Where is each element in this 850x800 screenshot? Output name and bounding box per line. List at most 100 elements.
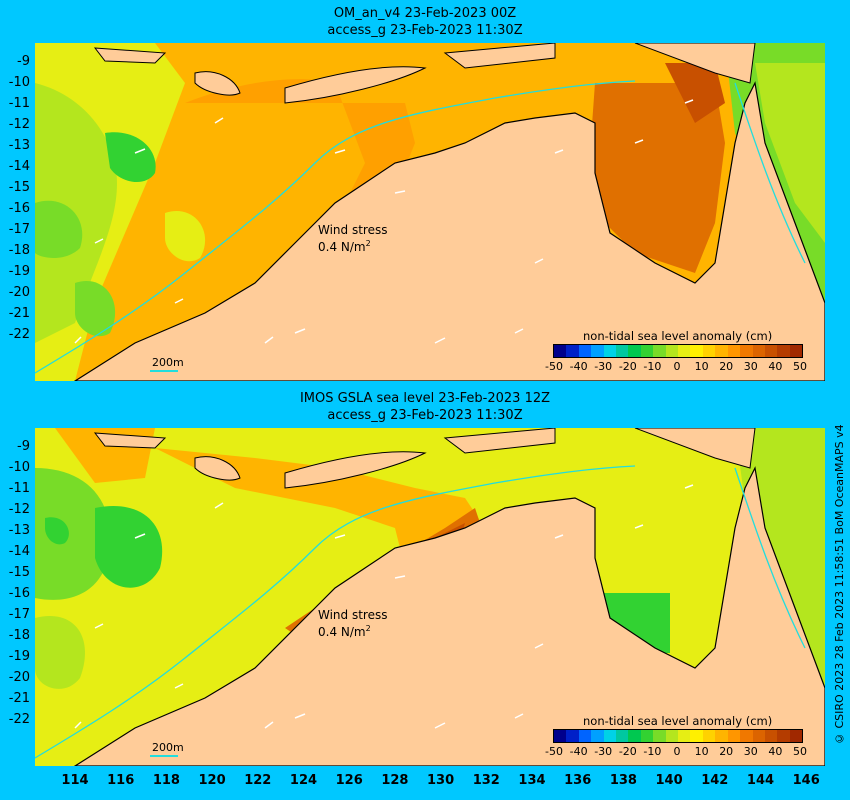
- colorbar-segment: [727, 345, 741, 357]
- longitude-label: 122: [244, 773, 272, 788]
- colorbar-tick-label: 0: [673, 745, 681, 758]
- colorbar-segment: [628, 730, 641, 742]
- colorbar-tick-label: 10: [694, 745, 709, 758]
- latitude-label: -17: [8, 222, 30, 237]
- longitude-label: 144: [746, 773, 775, 788]
- colorbar-tick-label: -20: [618, 360, 637, 373]
- latitude-label: -22: [8, 712, 30, 727]
- colorbar-segment: [690, 345, 703, 357]
- longitude-label: 146: [792, 773, 820, 788]
- colorbar-tick-label: -30: [594, 745, 613, 758]
- longitude-label: 120: [198, 773, 226, 788]
- wind-stress-value: 0.4 N/m2: [318, 239, 371, 254]
- map-canvas-observed: [35, 428, 825, 766]
- colorbar-segment: [616, 730, 629, 742]
- latitude-label: -15: [8, 565, 30, 580]
- colorbar-tick-label: -20: [618, 745, 637, 758]
- colorbar-segment: [740, 345, 753, 357]
- colorbar-tick-label: -40: [569, 360, 588, 373]
- latitude-label: -19: [8, 649, 30, 664]
- colorbar-segment: [603, 730, 617, 742]
- map-panel-observed: [35, 428, 825, 766]
- colorbar-segment: [554, 345, 567, 357]
- colorbar-tick-label: 0: [673, 360, 681, 373]
- panel2-colorbar: [553, 729, 803, 743]
- colorbar-tick-label: -10: [643, 745, 662, 758]
- colorbar-segment: [777, 730, 790, 742]
- colorbar-segment: [628, 345, 641, 357]
- panel1-title-line1: OM_an_v4 23-Feb-2023 00Z: [333, 6, 517, 21]
- colorbar-segment: [740, 730, 753, 742]
- longitude-label: 118: [152, 773, 180, 788]
- latitude-label: -18: [8, 628, 30, 643]
- longitude-label: 114: [61, 773, 89, 788]
- latitude-label: -20: [8, 285, 30, 300]
- panel2-scale-line: [150, 755, 178, 757]
- panel1-colorbar: [553, 344, 803, 358]
- colorbar-tick-label: 40: [768, 360, 783, 373]
- latitude-label: -18: [8, 243, 30, 258]
- map-canvas-model: [35, 43, 825, 381]
- colorbar-segment: [690, 730, 703, 742]
- panel2-colorbar-title: non-tidal sea level anomaly (cm): [583, 714, 773, 728]
- colorbar-tick-label: 40: [768, 745, 783, 758]
- longitude-label: 142: [701, 773, 729, 788]
- colorbar-tick-label: 30: [743, 745, 758, 758]
- latitude-label: -11: [8, 481, 30, 496]
- colorbar-segment: [789, 730, 803, 742]
- latitude-label: -17: [8, 607, 30, 622]
- colorbar-segment: [591, 730, 604, 742]
- longitude-label: 132: [472, 773, 500, 788]
- colorbar-segment: [702, 730, 716, 742]
- latitude-label: -13: [8, 138, 30, 153]
- latitude-label: -20: [8, 670, 30, 685]
- panel2-wind-stress-label: Wind stress 0.4 N/m2: [318, 608, 388, 639]
- colorbar-segment: [578, 730, 592, 742]
- latitude-label: -9: [17, 439, 30, 454]
- colorbar-tick-label: -30: [594, 360, 613, 373]
- colorbar-segment: [715, 730, 728, 742]
- colorbar-segment: [764, 345, 778, 357]
- panel1-scale-label: 200m: [152, 356, 184, 369]
- colorbar-segment: [640, 730, 654, 742]
- colorbar-segment: [764, 730, 778, 742]
- latitude-label: -12: [8, 117, 30, 132]
- latitude-label: -9: [17, 54, 30, 69]
- panel2-title-line1: IMOS GSLA sea level 23-Feb-2023 12Z: [299, 391, 551, 406]
- latitude-label: -19: [8, 264, 30, 279]
- colorbar-segment: [715, 345, 728, 357]
- colorbar-segment: [678, 730, 691, 742]
- colorbar-tick-label: -50: [545, 360, 563, 373]
- colorbar-segment: [566, 345, 579, 357]
- wind-stress-value: 0.4 N/m2: [318, 624, 371, 639]
- colorbar-segment: [752, 730, 765, 742]
- colorbar-tick-label: 20: [719, 745, 734, 758]
- latitude-label: -14: [8, 159, 30, 174]
- colorbar-segment: [591, 345, 604, 357]
- wind-stress-text: Wind stress: [318, 223, 388, 237]
- panel1-colorbar-ticks: -50 -40 -30 -20 -10 0 10 20 30 40 50: [545, 360, 807, 374]
- colorbar-segment: [653, 345, 666, 357]
- colorbar-segment: [603, 345, 617, 357]
- longitude-label: 134: [518, 773, 546, 788]
- panel2-scale-label: 200m: [152, 741, 184, 754]
- colorbar-segment: [616, 345, 629, 357]
- latitude-label: -14: [8, 544, 30, 559]
- panel1-title-line2: access_g 23-Feb-2023 11:30Z: [327, 23, 523, 38]
- colorbar-tick-label: -50: [545, 745, 563, 758]
- latitude-label: -16: [8, 586, 30, 601]
- longitude-label: 124: [289, 773, 318, 788]
- colorbar-tick-label: 30: [743, 360, 758, 373]
- longitude-label: 130: [427, 773, 455, 788]
- colorbar-tick-label: -10: [643, 360, 662, 373]
- panel2-title-line2: access_g 23-Feb-2023 11:30Z: [327, 408, 523, 423]
- panel2-colorbar-ticks: -50 -40 -30 -20 -10 0 10 20 30 40 50: [545, 745, 807, 759]
- latitude-label: -12: [8, 502, 30, 517]
- latitude-label: -11: [8, 96, 30, 111]
- panel1-scale-line: [150, 370, 178, 372]
- longitude-label: 126: [335, 773, 363, 788]
- latitude-label: -10: [8, 75, 30, 90]
- colorbar-segment: [665, 345, 679, 357]
- colorbar-segment: [702, 345, 716, 357]
- longitude-label: 116: [107, 773, 135, 788]
